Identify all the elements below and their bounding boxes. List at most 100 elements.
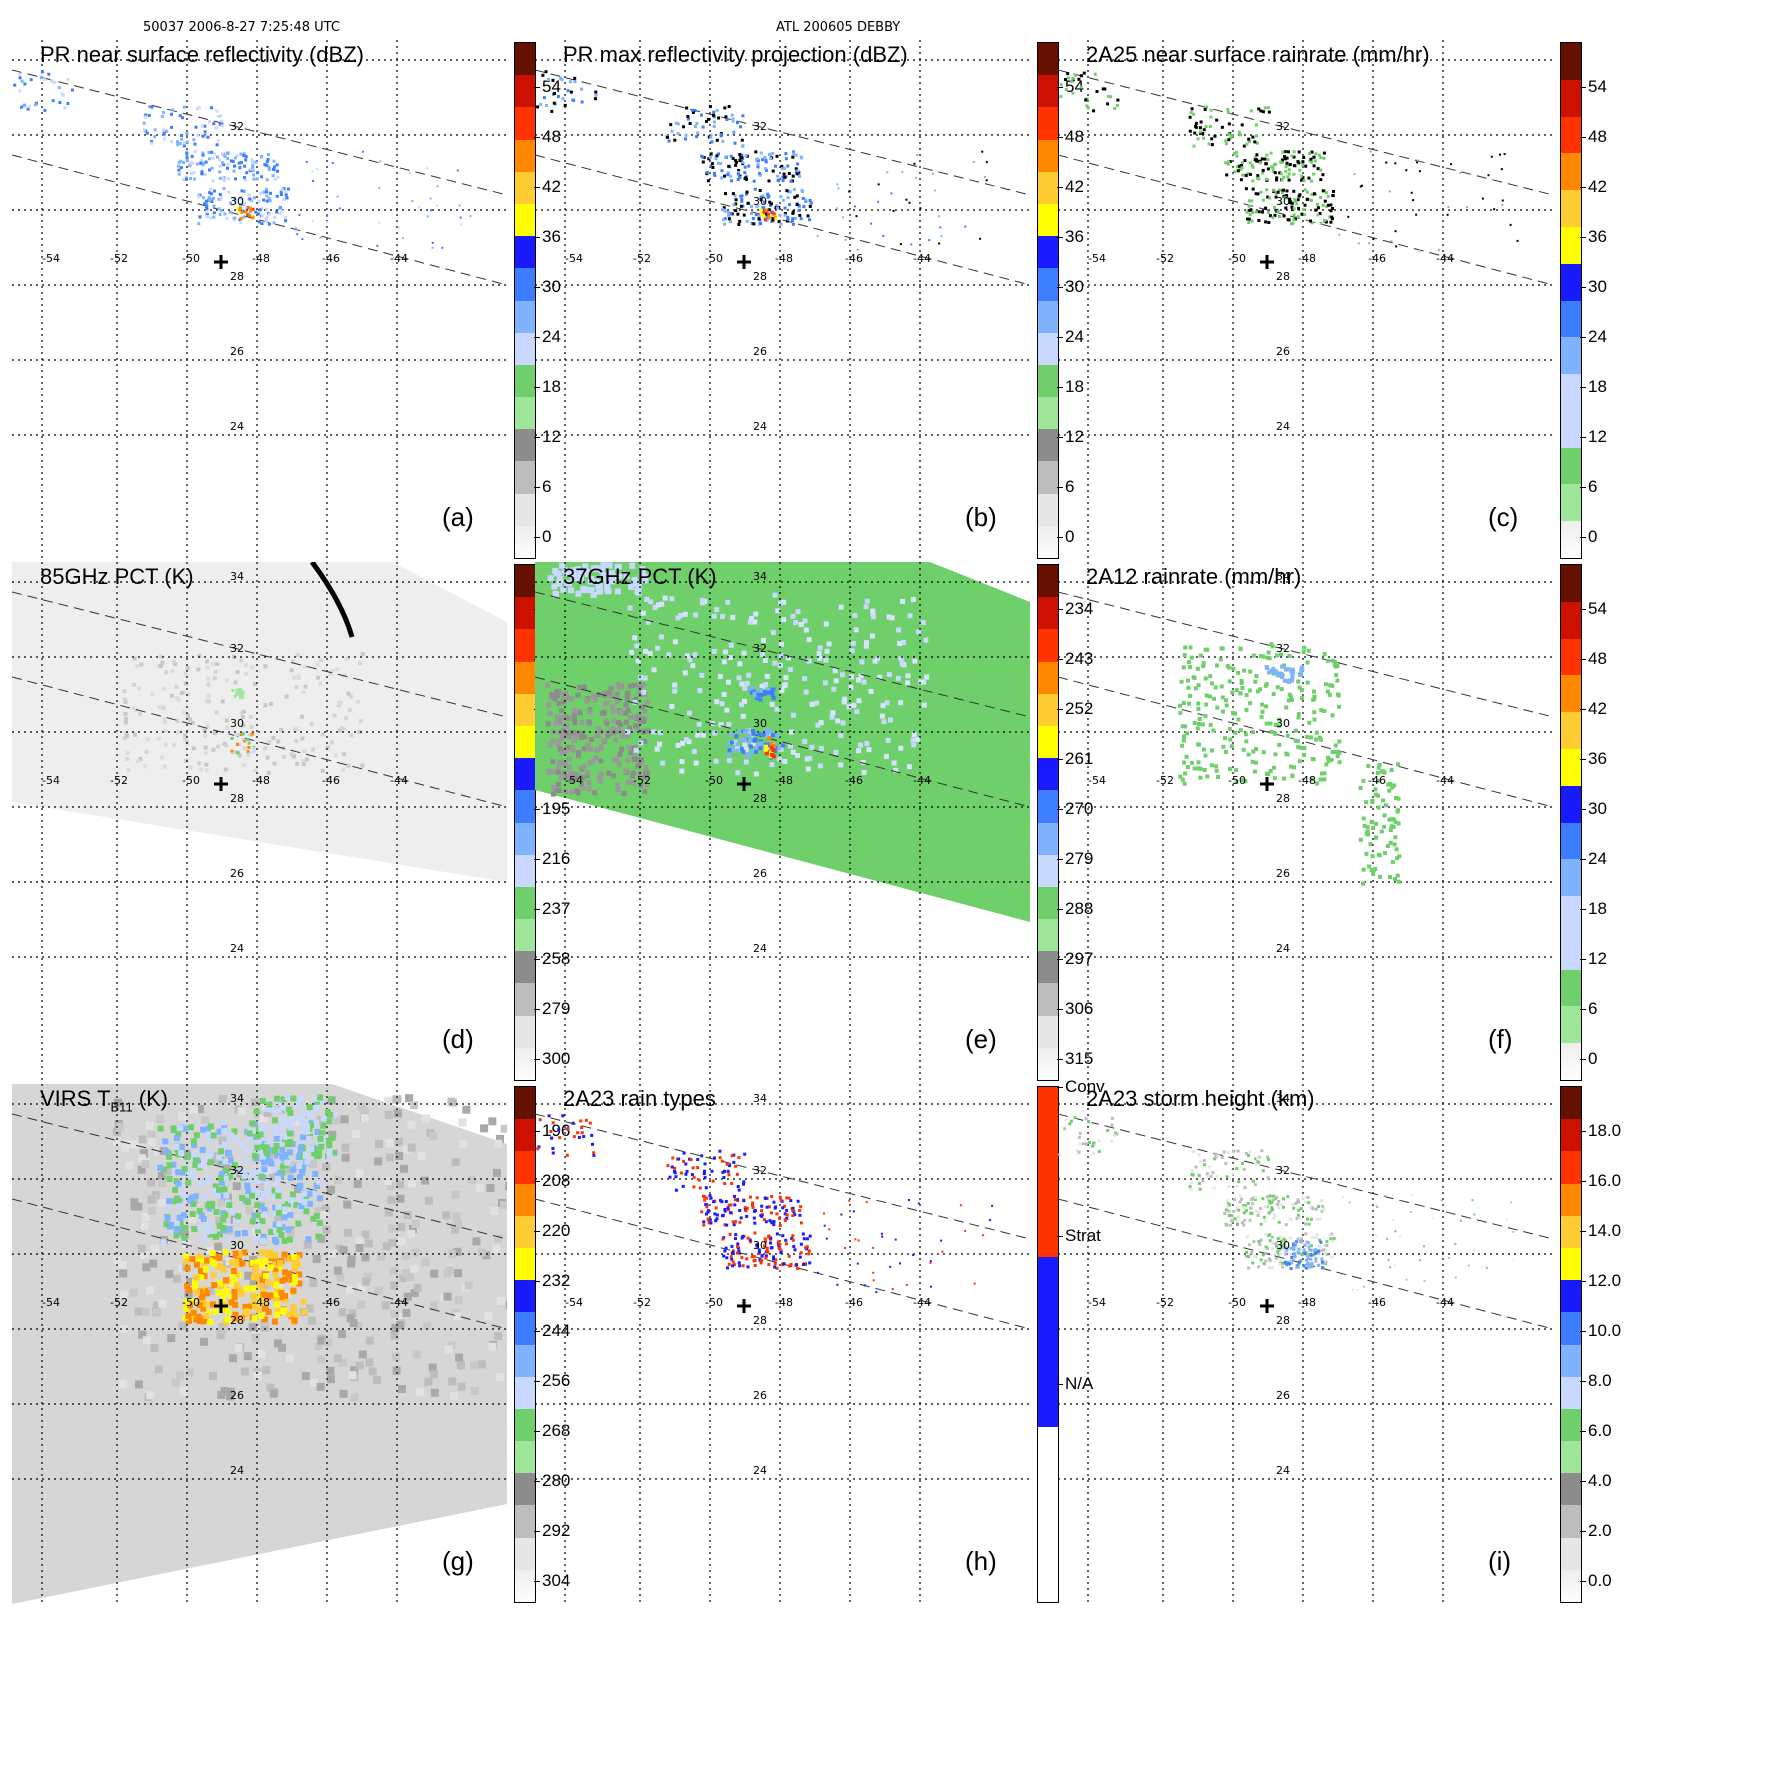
map-plot: -54 -52 -50 -48 -46 -44 34 32 30 28 26 24 xyxy=(12,1084,507,1604)
radar-pixel xyxy=(158,1172,166,1180)
radar-pixel xyxy=(229,201,233,205)
radar-pixel xyxy=(239,202,243,206)
radar-pixel xyxy=(824,648,830,654)
lat-label: 26 xyxy=(230,1389,244,1402)
radar-pixel xyxy=(787,667,793,672)
radar-pixel xyxy=(1268,1266,1272,1270)
radar-pixel xyxy=(1248,1243,1252,1247)
radar-pixel xyxy=(1258,1243,1262,1246)
radar-pixel xyxy=(746,1236,750,1240)
radar-pixel xyxy=(1328,1233,1332,1237)
radar-pixel xyxy=(730,746,735,751)
radar-pixel xyxy=(219,195,223,199)
radar-pixel xyxy=(209,1301,216,1308)
radar-pixel xyxy=(192,1278,198,1285)
radar-pixel xyxy=(1290,697,1294,702)
radar-pixel xyxy=(1384,1194,1387,1197)
radar-pixel xyxy=(757,732,762,737)
radar-pixel xyxy=(384,1177,392,1186)
radar-pixel xyxy=(320,1210,329,1219)
radar-pixel xyxy=(1209,1174,1213,1178)
radar-pixel xyxy=(1288,197,1292,201)
colorbar-tick-mark xyxy=(1057,1236,1063,1237)
radar-pixel xyxy=(1190,1172,1194,1176)
radar-pixel xyxy=(1078,1135,1081,1139)
radar-pixel xyxy=(729,154,733,158)
radar-pixel xyxy=(1193,686,1198,691)
radar-pixel xyxy=(1309,1217,1313,1221)
radar-pixel xyxy=(1224,703,1229,708)
radar-pixel xyxy=(559,750,565,756)
radar-pixel xyxy=(1196,701,1201,706)
radar-pixel xyxy=(542,96,546,100)
colorbar-tick-mark xyxy=(534,1059,540,1060)
radar-pixel xyxy=(425,1196,433,1205)
radar-pixel xyxy=(273,177,277,181)
radar-pixel xyxy=(1208,1165,1212,1169)
radar-pixel xyxy=(221,124,225,128)
radar-pixel xyxy=(295,761,300,766)
radar-pixel xyxy=(258,1203,265,1210)
radar-pixel xyxy=(846,704,852,710)
radar-pixel xyxy=(147,1130,156,1139)
radar-pixel xyxy=(1388,190,1391,193)
radar-pixel xyxy=(1209,763,1214,768)
radar-pixel xyxy=(202,196,206,200)
radar-pixel xyxy=(244,663,248,668)
radar-pixel xyxy=(898,745,904,751)
radar-pixel xyxy=(125,1161,134,1170)
colorbar-segment xyxy=(1561,1569,1581,1602)
radar-pixel xyxy=(1329,209,1333,213)
radar-pixel xyxy=(651,667,657,673)
lon-label: -50 xyxy=(1228,1296,1246,1309)
radar-pixel xyxy=(1255,689,1260,694)
radar-pixel xyxy=(897,641,902,647)
radar-pixel xyxy=(765,1246,769,1250)
radar-pixel xyxy=(633,696,639,702)
radar-pixel xyxy=(274,1308,281,1315)
radar-pixel xyxy=(236,733,240,737)
radar-pixel xyxy=(410,1289,419,1297)
radar-pixel xyxy=(189,1298,196,1305)
radar-pixel xyxy=(1262,1262,1266,1266)
radar-pixel xyxy=(1233,170,1237,174)
radar-pixel xyxy=(734,734,739,739)
radar-pixel xyxy=(259,1218,266,1225)
radar-pixel xyxy=(673,639,678,645)
colorbar-segment xyxy=(515,1376,535,1412)
radar-pixel xyxy=(1392,783,1397,788)
radar-pixel xyxy=(877,674,883,680)
radar-pixel xyxy=(225,216,229,220)
radar-pixel xyxy=(233,733,237,737)
radar-pixel xyxy=(758,688,763,692)
radar-pixel xyxy=(212,189,216,193)
colorbar-tick-mark xyxy=(534,959,540,960)
radar-pixel xyxy=(1267,110,1271,114)
radar-pixel xyxy=(1359,185,1362,188)
radar-pixel xyxy=(238,208,242,212)
radar-pixel xyxy=(588,737,594,742)
radar-pixel xyxy=(721,659,727,665)
radar-pixel xyxy=(837,187,840,190)
radar-pixel xyxy=(205,659,210,664)
radar-pixel xyxy=(1269,214,1272,218)
radar-pixel xyxy=(764,208,768,212)
radar-pixel xyxy=(857,1239,860,1242)
radar-pixel xyxy=(326,214,329,217)
radar-pixel xyxy=(453,1312,462,1321)
radar-pixel xyxy=(1245,142,1249,146)
radar-pixel xyxy=(559,76,563,80)
radar-pixel xyxy=(205,1309,212,1316)
radar-pixel xyxy=(779,1198,783,1202)
radar-pixel xyxy=(1192,720,1197,725)
radar-pixel xyxy=(344,1229,353,1237)
radar-pixel xyxy=(940,235,943,238)
radar-pixel xyxy=(1254,123,1258,127)
radar-pixel xyxy=(700,1154,704,1158)
radar-pixel xyxy=(1303,188,1307,192)
radar-pixel xyxy=(613,737,619,743)
radar-pixel xyxy=(294,227,297,230)
radar-pixel xyxy=(1211,1171,1215,1175)
radar-pixel xyxy=(764,673,770,679)
radar-pixel xyxy=(1185,765,1190,769)
